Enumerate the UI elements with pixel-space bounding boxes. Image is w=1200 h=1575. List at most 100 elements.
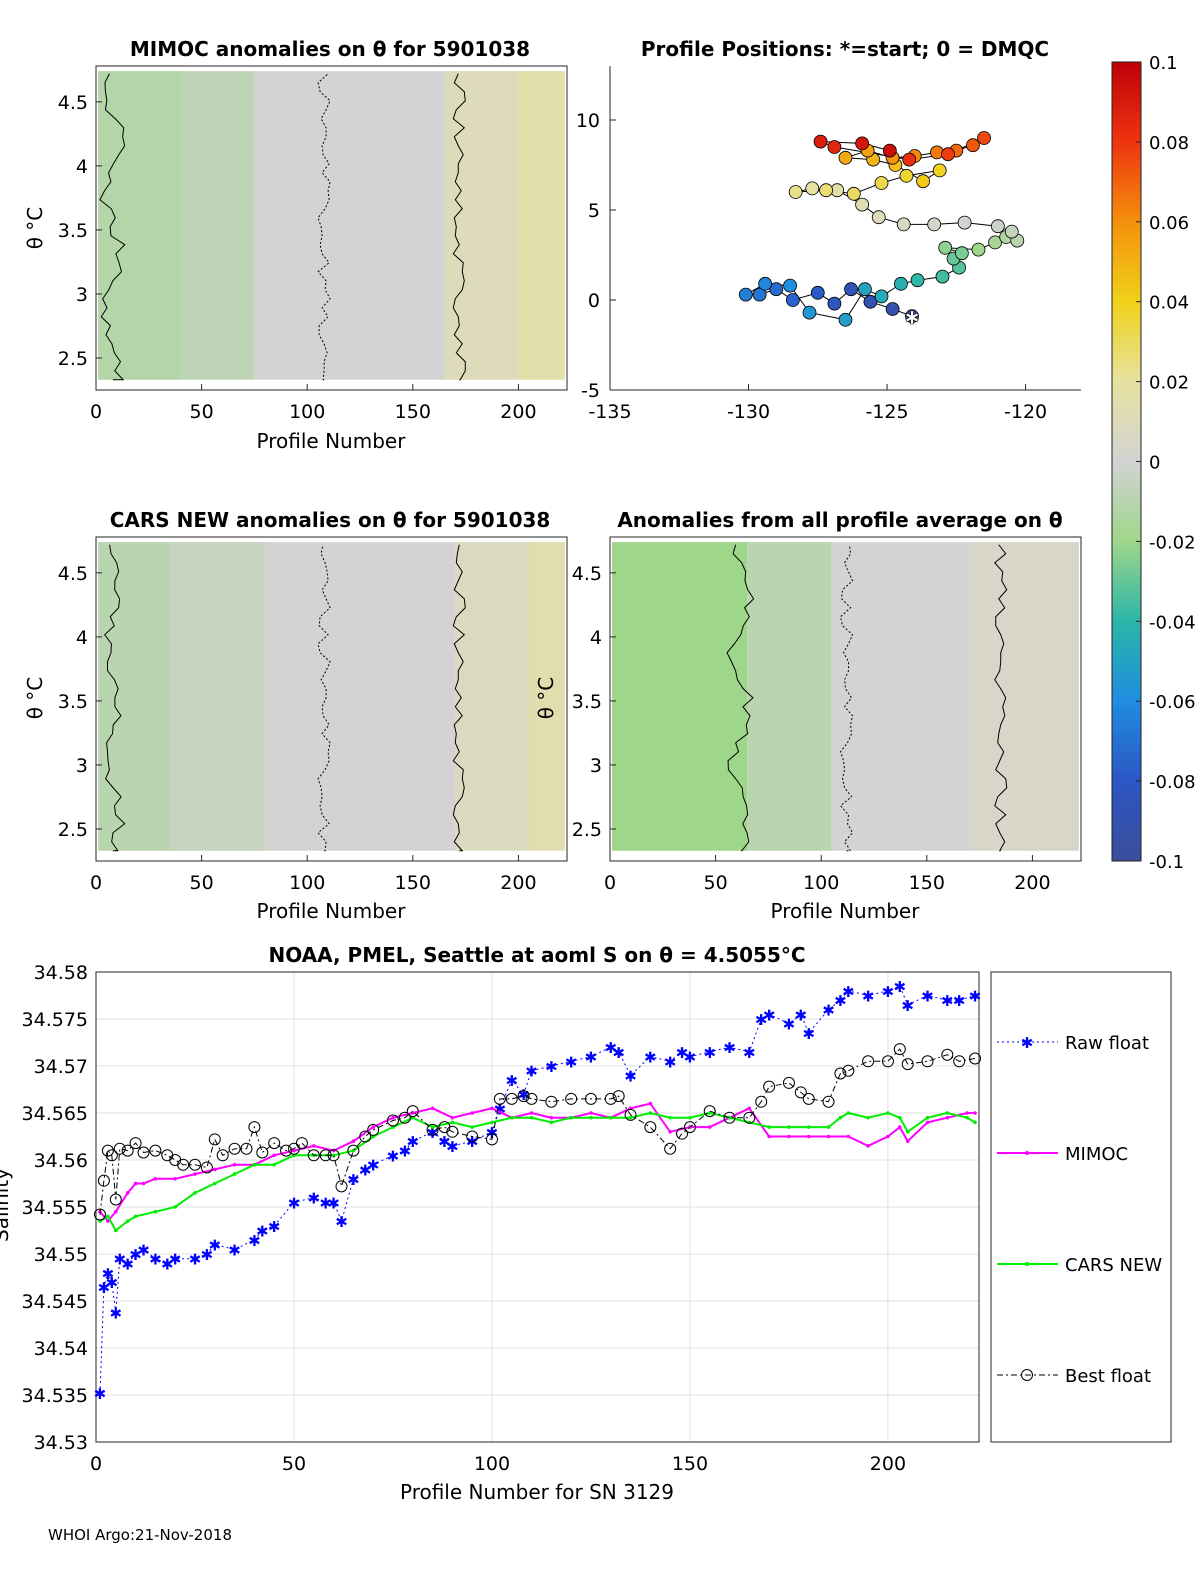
positions-point (988, 235, 1003, 250)
mimoc-marker (973, 1111, 977, 1115)
allavg-ytick-label: 2.5 (572, 819, 602, 841)
positions-point (783, 278, 797, 293)
raw-float-marker: ✱ (288, 1194, 301, 1212)
cars-new-marker (470, 1125, 474, 1129)
raw-float-marker: ✱ (94, 1385, 107, 1403)
cars-band (455, 542, 529, 851)
salinity-panel: NOAA, PMEL, Seattle at aoml S on θ = 4.5… (0, 943, 1172, 1504)
mimoc-marker (141, 1181, 146, 1186)
best-float-marker (545, 1095, 558, 1108)
best-float-marker (426, 1123, 439, 1136)
mimoc-marker (351, 1139, 356, 1143)
best-float-marker (703, 1105, 716, 1118)
raw-float-marker: ✱ (604, 1039, 617, 1057)
cars-new-marker (806, 1125, 811, 1129)
mimoc-marker (668, 1130, 672, 1134)
raw-float-marker: ✱ (644, 1049, 657, 1067)
best-float-marker (386, 1114, 399, 1127)
positions-ytick-label: 5 (588, 200, 600, 222)
allavg-band (969, 542, 1079, 851)
best-float-marker (97, 1174, 110, 1187)
cars-new-marker (973, 1120, 977, 1125)
positions-point (863, 294, 878, 309)
best-float-marker (228, 1142, 241, 1155)
raw-float-marker: ✱ (953, 992, 966, 1010)
cars-new-marker (767, 1125, 771, 1129)
raw-float-marker: ✱ (102, 1265, 115, 1283)
colorbar-tick-label: 0.04 (1149, 293, 1189, 314)
mimoc-marker (787, 1134, 791, 1139)
raw-float-marker: ✱ (743, 1044, 756, 1062)
mimoc-marker (648, 1101, 653, 1106)
series-line-cars-new (99, 1111, 976, 1233)
positions-point (855, 136, 870, 151)
positions-point (819, 183, 834, 198)
salinity-ytick-label: 34.56 (34, 1150, 88, 1172)
cars-ylabel: θ °C (23, 677, 47, 720)
best-float-marker (406, 1105, 419, 1118)
positions-ytick-label: 10 (576, 110, 600, 132)
allavg-ylabel: θ °C (534, 677, 558, 720)
best-float-marker (485, 1133, 498, 1146)
raw-float-marker: ✱ (624, 1067, 637, 1085)
mimoc-anomaly-panel: MIMOC anomalies on θ for 5901038 0 50 100 1… (23, 37, 568, 453)
allavg-contour (839, 544, 854, 852)
cars-new-marker (232, 1172, 237, 1176)
raw-float-marker: ✱ (763, 1006, 776, 1024)
allavg-ytick-label: 4.5 (572, 563, 602, 585)
salinity-ytick-label: 34.53 (34, 1432, 88, 1454)
mimoc-xtick-label: 100 (289, 401, 325, 423)
raw-float-marker: ✱ (921, 988, 934, 1006)
salinity-frame (95, 971, 980, 1443)
allavg-xtick-label: 150 (909, 872, 945, 894)
mimoc-marker (371, 1125, 375, 1129)
positions-point (899, 168, 914, 183)
best-float-marker (109, 1193, 122, 1206)
mimoc-marker (391, 1115, 395, 1120)
mimoc-marker (925, 1120, 930, 1125)
positions-xtick-label: -120 (1004, 401, 1047, 423)
colorbar: 0.1 0.08 0.06 0.04 0.02 0 -0.02 -0.04 -0.06 -0.08… (1111, 53, 1196, 873)
salinity-title: NOAA, PMEL, Seattle at aoml S on θ = 4.5… (268, 943, 805, 967)
colorbar-tick-label: -0.1 (1149, 852, 1184, 873)
legend-label: MIMOC (1065, 1144, 1128, 1165)
best-float-marker (307, 1149, 320, 1162)
best-float-marker (367, 1123, 380, 1136)
best-float-marker (624, 1108, 637, 1121)
raw-float-marker: ✱ (307, 1190, 320, 1208)
raw-float-marker: ✱ (486, 1124, 499, 1142)
allavg-xtick-label: 0 (604, 872, 616, 894)
raw-float-marker: ✱ (612, 1044, 625, 1062)
raw-float-marker: ✱ (359, 1161, 372, 1179)
raw-float-marker: ✱ (894, 978, 907, 996)
raw-float-marker: ✱ (802, 1025, 815, 1043)
colorbar-tick-label: -0.04 (1149, 612, 1196, 633)
raw-float-marker: ✱ (565, 1053, 578, 1071)
best-float-marker (335, 1180, 348, 1193)
positions-point (896, 217, 911, 232)
best-float-marker (248, 1121, 261, 1134)
positions-ytick-label: 0 (588, 290, 600, 312)
best-float-marker (280, 1144, 293, 1157)
positions-point (769, 282, 784, 297)
raw-float-marker: ✱ (406, 1133, 419, 1151)
mimoc-ytick-label: 4 (76, 156, 88, 178)
colorbar-tick-label: -0.08 (1149, 772, 1196, 793)
salinity-ytick-label: 34.575 (22, 1009, 88, 1031)
best-float-marker (921, 1055, 934, 1068)
best-float-marker (347, 1144, 360, 1157)
raw-float-marker: ✱ (399, 1143, 412, 1161)
cars-xtick-label: 100 (289, 872, 325, 894)
mimoc-marker (866, 1144, 870, 1148)
best-float-marker (842, 1064, 855, 1077)
positions-point (758, 276, 773, 291)
raw-float-marker: ✱ (113, 1251, 126, 1269)
salinity-ytick-label: 34.58 (34, 962, 88, 984)
best-float-marker (287, 1142, 300, 1155)
positions-point (838, 312, 853, 327)
mimoc-contour (317, 73, 331, 381)
best-float-marker (446, 1125, 459, 1138)
mimoc-marker (272, 1153, 276, 1158)
legend-box (990, 971, 1172, 1443)
